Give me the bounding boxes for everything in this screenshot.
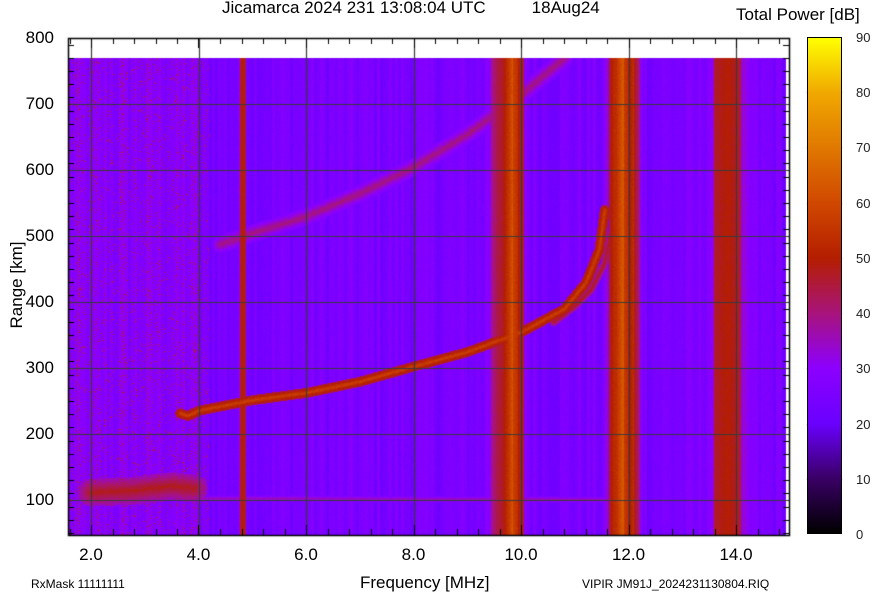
colorbar-tick-label: 50 xyxy=(856,250,871,266)
x-tick-label: 2.0 xyxy=(79,545,103,564)
colorbar-tick-label: 30 xyxy=(856,361,871,377)
colorbar-tick-label: 60 xyxy=(856,195,871,211)
colorbar-tick-label: 40 xyxy=(856,306,871,322)
x-tick-label: 12.0 xyxy=(611,545,646,564)
colorbar-tick-label: 10 xyxy=(856,471,871,487)
y-tick-label: 200 xyxy=(25,424,54,443)
colorbar-tick-label: 0 xyxy=(856,527,864,542)
x-tick-label: 14.0 xyxy=(719,545,753,564)
file-info-label: VIPIR JM91J_2024231130804.RIQ xyxy=(582,577,770,591)
colorbar xyxy=(807,37,842,534)
x-tick-label: 6.0 xyxy=(294,545,318,564)
title-text: Jicamarca 2024 231 13:08:04 UTC xyxy=(222,0,486,17)
y-tick-label: 600 xyxy=(25,160,54,179)
x-tick-label: 10.0 xyxy=(504,545,538,564)
rxmask-label: RxMask 11111111 xyxy=(31,577,125,591)
x-tick-label: 4.0 xyxy=(186,545,211,564)
y-axis-label: Range [km] xyxy=(7,241,26,329)
y-tick-label: 100 xyxy=(25,490,54,509)
y-tick-label: 300 xyxy=(25,358,54,377)
colorbar-tick-label: 20 xyxy=(856,416,871,432)
colorbar-tick-label: 70 xyxy=(856,140,871,156)
colorbar-tick-label: 80 xyxy=(856,85,871,101)
x-tick-label: 8.0 xyxy=(401,545,426,564)
colorbar-title: Total Power [dB] xyxy=(736,5,860,24)
y-tick-label: 800 xyxy=(25,28,54,47)
x-axis-label: Frequency [MHz] xyxy=(360,573,490,592)
y-tick-label: 500 xyxy=(25,226,54,245)
colorbar-tick-label: 90 xyxy=(856,30,871,45)
y-tick-label: 700 xyxy=(25,94,54,113)
title-date: 18Aug24 xyxy=(531,0,600,17)
y-tick-label: 400 xyxy=(25,292,54,311)
chart-title: Jicamarca 2024 231 13:08:04 UTC 18Aug24 xyxy=(222,0,600,18)
